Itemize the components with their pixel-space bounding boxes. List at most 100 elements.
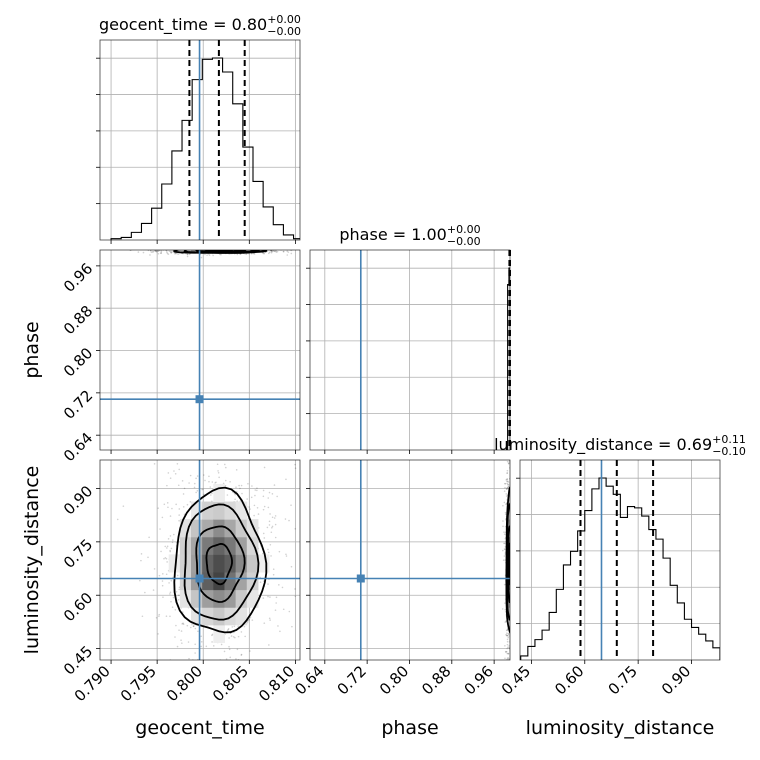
sample-point	[302, 250, 304, 252]
sample-point	[513, 632, 515, 634]
sample-point	[510, 539, 512, 541]
sample-point	[286, 254, 289, 256]
sample-point	[512, 559, 514, 561]
sample-point	[166, 561, 168, 563]
sample-point	[171, 247, 173, 249]
density-bin	[246, 589, 259, 608]
sample-point	[512, 478, 514, 480]
sample-point	[186, 255, 189, 258]
sample-point	[167, 472, 170, 474]
sample-point	[233, 248, 235, 250]
density-bin	[213, 483, 225, 503]
sample-point	[503, 542, 505, 545]
sample-point	[263, 505, 266, 508]
sample-point	[503, 501, 506, 504]
panel-grid-luminosity_distance-phase	[310, 460, 510, 660]
sample-point	[513, 547, 515, 549]
sample-point	[512, 551, 514, 553]
histogram-phase	[507, 267, 510, 450]
sample-point	[512, 601, 514, 603]
sample-point	[200, 645, 203, 648]
sample-point	[225, 658, 228, 660]
sample-point	[157, 250, 159, 253]
sample-point	[169, 615, 171, 618]
sample-point	[511, 527, 513, 529]
sample-point	[247, 666, 249, 668]
sample-point	[503, 548, 506, 550]
sample-point	[510, 586, 512, 588]
sample-point	[513, 575, 515, 577]
sample-point	[218, 476, 220, 479]
sample-point	[506, 460, 509, 463]
sample-point	[211, 248, 213, 250]
sample-point	[512, 560, 514, 562]
sample-point	[511, 536, 513, 538]
sample-point	[226, 248, 228, 250]
sample-point	[510, 558, 512, 560]
density-bin	[246, 536, 259, 555]
sample-point	[514, 610, 516, 612]
sample-point	[183, 487, 186, 490]
sample-point	[504, 542, 506, 545]
sample-point	[240, 654, 243, 656]
sample-point	[204, 253, 206, 256]
sample-point	[515, 566, 517, 568]
truth-marker-geocent_time-luminosity_distance	[195, 574, 204, 583]
sample-point	[512, 558, 514, 560]
sample-point	[511, 591, 513, 593]
sample-point	[512, 606, 514, 608]
sample-point	[195, 477, 197, 480]
density-bin	[179, 589, 192, 608]
sample-point	[164, 545, 167, 548]
density-bin	[202, 536, 214, 555]
sample-point	[294, 527, 297, 530]
sample-point	[177, 598, 180, 601]
density-bin	[511, 607, 512, 625]
density-bin	[246, 572, 259, 591]
sample-point	[226, 494, 229, 496]
sample-point	[278, 550, 281, 553]
sample-point	[274, 536, 277, 539]
sample-point	[273, 517, 276, 519]
sample-point	[225, 443, 227, 445]
sample-point	[184, 248, 186, 250]
sample-point	[252, 248, 254, 250]
sample-point	[506, 640, 509, 643]
sample-point	[511, 497, 513, 499]
sample-point	[243, 625, 246, 628]
sample-point	[248, 247, 250, 249]
sample-point	[505, 650, 508, 653]
sample-point	[201, 247, 203, 249]
tick-label-x-luminosity_distance: 0.60	[551, 662, 587, 698]
sample-point	[190, 626, 192, 629]
sample-point	[209, 486, 212, 488]
sample-point	[513, 524, 515, 526]
sample-point	[512, 508, 514, 510]
sample-point	[250, 496, 253, 499]
sample-point	[320, 566, 322, 568]
sample-point	[219, 248, 221, 250]
sample-point	[169, 515, 172, 517]
sample-point	[137, 251, 140, 253]
sample-point	[216, 247, 218, 249]
sample-point	[511, 508, 513, 510]
sample-point	[191, 247, 193, 249]
contour-99.9%	[173, 486, 268, 634]
sample-point	[507, 483, 510, 486]
sample-point	[178, 248, 180, 250]
sample-point	[509, 668, 511, 670]
sample-point	[511, 555, 513, 557]
sample-point	[245, 253, 248, 255]
sample-point	[229, 480, 231, 483]
sample-point	[211, 481, 214, 483]
sample-point	[196, 248, 198, 250]
sample-point	[511, 528, 513, 530]
sample-point	[508, 647, 510, 649]
density-bin	[191, 248, 203, 249]
sample-point	[511, 584, 513, 586]
sample-point	[505, 503, 507, 506]
sample-point	[202, 247, 204, 249]
sample-point	[195, 246, 197, 248]
sample-point	[254, 494, 256, 497]
sample-point	[226, 437, 228, 439]
